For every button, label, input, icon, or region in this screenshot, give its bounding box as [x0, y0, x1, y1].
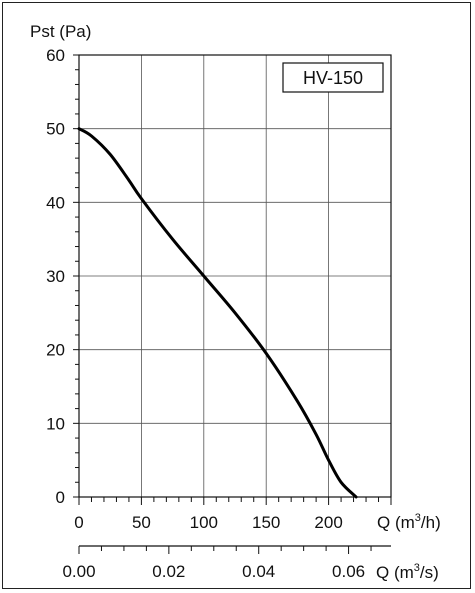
x-tick-label: 150	[252, 513, 280, 532]
x-axis-label-main: Q (m	[377, 513, 415, 532]
y-axis-ticks: 0 10 20 30 40 50 60	[46, 46, 65, 507]
x-axis-label: Q (m3/h)	[377, 512, 441, 532]
y-axis-label: Pst (Pa)	[30, 22, 91, 41]
minor-ticks	[73, 54, 392, 505]
x-tick-label: 0	[74, 513, 83, 532]
x2-tick-label: 0.04	[242, 562, 275, 581]
y-tick-label: 20	[46, 341, 65, 360]
legend-box	[282, 62, 384, 93]
y-tick-label: 50	[46, 120, 65, 139]
x-axis-ticks: 0 50 100 150 200	[74, 513, 343, 532]
x-axis-label-tail: /h)	[421, 513, 441, 532]
series-line-hv-150	[77, 127, 358, 499]
y-tick-label: 10	[46, 414, 65, 433]
legend-label: HV-150	[303, 68, 363, 88]
x-axis-label-sup: 3	[415, 512, 421, 524]
x2-axis-label-main: Q (m	[376, 563, 414, 582]
x-tick-label: 100	[190, 513, 218, 532]
secondary-x-axis: 0.00 0.02 0.04 0.06	[62, 545, 391, 581]
x2-tick-label: 0.02	[152, 562, 185, 581]
y-tick-label: 0	[56, 488, 65, 507]
x2-tick-label: 0.00	[62, 562, 95, 581]
y-tick-label: 40	[46, 193, 65, 212]
y-tick-label: 30	[46, 267, 65, 286]
legend: HV-150	[282, 62, 384, 93]
x2-tick-label: 0.06	[332, 562, 365, 581]
x2-axis-label-sup: 3	[414, 562, 420, 574]
chart-frame	[2, 2, 471, 589]
grid	[79, 55, 391, 497]
x2-axis-label-tail: /s)	[420, 563, 439, 582]
x-tick-label: 50	[132, 513, 151, 532]
y-tick-label: 60	[46, 46, 65, 65]
x-tick-label: 200	[314, 513, 342, 532]
x2-axis-label: Q (m3/s)	[376, 562, 439, 582]
